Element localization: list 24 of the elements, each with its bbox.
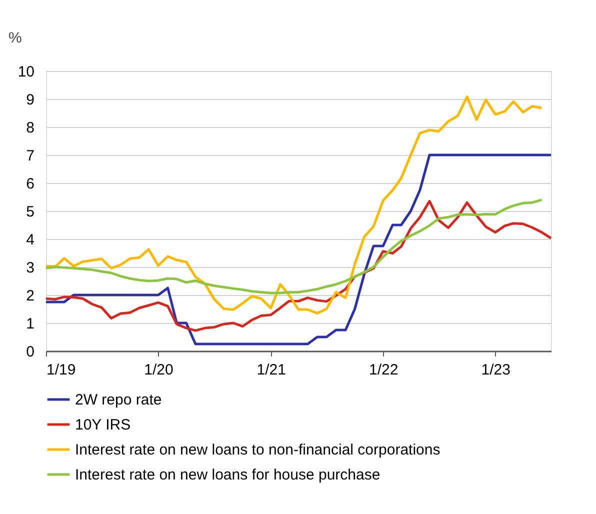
legend-label: 10Y IRS — [75, 416, 131, 434]
y-tick-label: 10 — [18, 64, 34, 80]
x-tick-label: 1/21 — [256, 362, 286, 378]
y-tick-label: 7 — [26, 148, 34, 164]
y-tick-label: 6 — [26, 176, 34, 192]
y-tick-label: 4 — [26, 232, 34, 248]
x-tick-label: 1/23 — [481, 362, 510, 378]
line-series — [44, 198, 544, 294]
x-tick-label: 1/22 — [368, 362, 398, 378]
y-tick-label: 0 — [26, 344, 34, 360]
line-series — [44, 96, 544, 314]
y-axis-title: % — [8, 30, 22, 46]
legend-label: 2W repo rate — [75, 392, 162, 408]
x-tick-label: 1/19 — [46, 362, 76, 378]
x-tick-label: 1/20 — [144, 362, 174, 378]
y-tick-label: 8 — [26, 120, 34, 136]
y-tick-label: 5 — [26, 204, 34, 220]
legend-label: Interest rate on new loans to non-financial corporations — [75, 442, 440, 458]
line-series — [44, 154, 552, 346]
y-tick-label: 2 — [26, 288, 34, 304]
y-tick-label: 1 — [26, 316, 34, 332]
y-tick-label: 9 — [26, 92, 34, 108]
legend-label: Interest rate on new loans for house purchase — [75, 466, 380, 484]
y-tick-label: 3 — [26, 260, 34, 276]
